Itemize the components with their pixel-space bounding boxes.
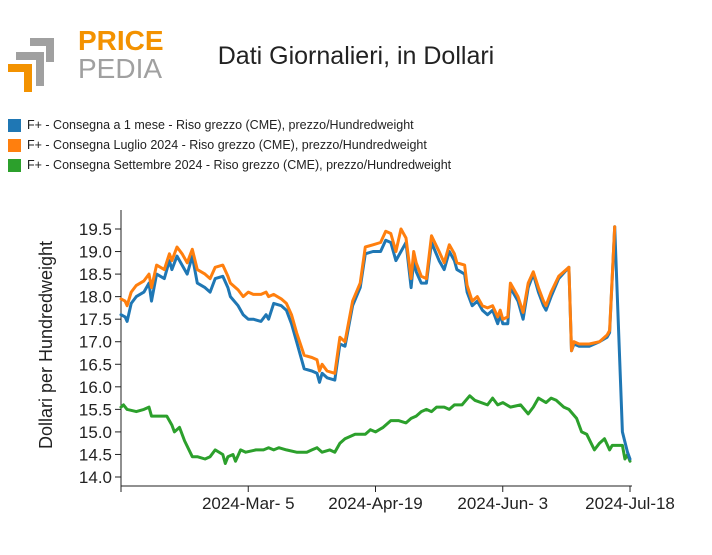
x-tick-label: 2024-Mar- 5	[202, 494, 295, 513]
x-tick-label: 2024-Jun- 3	[457, 494, 548, 513]
y-tick-label: 14.0	[79, 468, 112, 487]
pricepedia-logo: PRICE PEDIA	[8, 25, 164, 92]
series-line-0	[119, 225, 632, 461]
y-tick-label: 19.0	[79, 243, 112, 262]
x-tick-label: 2024-Apr-19	[328, 494, 423, 513]
y-tick-label: 18.5	[79, 265, 112, 284]
legend-item-july: F+ - Consegna Luglio 2024 - Riso grezzo …	[8, 138, 427, 152]
logo-word-price: PRICE	[78, 25, 164, 56]
legend-swatch	[8, 118, 21, 132]
series-line-2	[119, 394, 632, 465]
y-tick-label: 19.5	[79, 220, 112, 239]
y-tick-label: 15.0	[79, 423, 112, 442]
y-tick-label: 14.5	[79, 445, 112, 464]
x-tick-label: 2024-Jul-18	[585, 494, 675, 513]
series-line-1	[119, 225, 617, 375]
legend-item-1-month: F+ - Consegna a 1 mese - Riso grezzo (CM…	[8, 118, 414, 132]
chart-title: Dati Giornalieri, in Dollari	[217, 42, 495, 70]
logo-word-pedia: PEDIA	[78, 53, 162, 84]
y-tick-label: 17.0	[79, 333, 112, 352]
legend-swatch	[8, 138, 21, 152]
y-tick-label: 16.5	[79, 355, 112, 374]
y-tick-label: 16.0	[79, 378, 112, 397]
legend-label: F+ - Consegna a 1 mese - Riso grezzo (CM…	[27, 118, 414, 132]
y-axis-label: Dollari per Hundredweight	[36, 241, 56, 449]
legend-label: F+ - Consegna Settembre 2024 - Riso grez…	[27, 158, 452, 172]
y-tick-label: 18.0	[79, 288, 112, 307]
y-tick-label: 17.5	[79, 310, 112, 329]
y-tick-label: 15.5	[79, 400, 112, 419]
legend-swatch	[8, 158, 21, 172]
legend-item-september: F+ - Consegna Settembre 2024 - Riso grez…	[8, 158, 451, 172]
legend-label: F+ - Consegna Luglio 2024 - Riso grezzo …	[27, 138, 427, 152]
